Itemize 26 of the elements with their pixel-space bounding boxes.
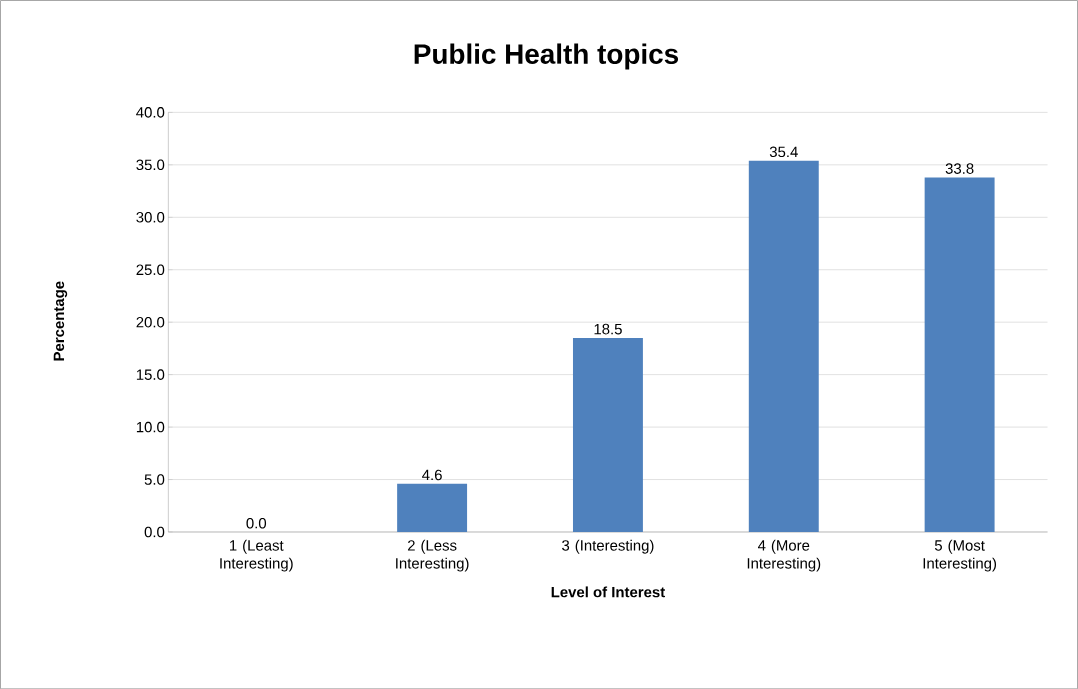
x-tick-label: 4 (More Interesting) bbox=[747, 539, 821, 572]
y-tick-label: 35.0 bbox=[136, 159, 165, 170]
chart-title: Public Health topics bbox=[414, 43, 679, 70]
y-tick-label: 10.0 bbox=[136, 421, 165, 433]
y-tick-label: 20.0 bbox=[136, 316, 165, 328]
x-tick-label: 5 (Most Interesting) bbox=[923, 539, 997, 572]
data-label: 0.0 bbox=[246, 517, 267, 529]
bar bbox=[748, 160, 819, 532]
x-tick-label: 2 (Less Interesting) bbox=[396, 539, 469, 572]
x-axis-title: Level of Interest bbox=[551, 586, 665, 598]
y-tick-label: 30.0 bbox=[136, 211, 165, 223]
bar bbox=[397, 483, 468, 532]
x-tick-label: 1 (Least Interesting) bbox=[220, 539, 293, 572]
y-tick-label: 40.0 bbox=[136, 106, 165, 118]
data-label: 35.4 bbox=[769, 146, 798, 157]
y-tick-label: 15.0 bbox=[136, 369, 165, 380]
y-tick-label: 25.0 bbox=[136, 264, 165, 275]
data-label: 4.6 bbox=[422, 469, 442, 481]
bar bbox=[924, 177, 995, 532]
y-tick-label: 0.0 bbox=[144, 526, 165, 538]
data-label: 18.5 bbox=[594, 323, 622, 335]
bar bbox=[572, 337, 643, 532]
y-tick-label: 5.0 bbox=[144, 474, 165, 485]
data-label: 33.8 bbox=[945, 163, 974, 174]
x-tick-label: 3 (Interesting) bbox=[562, 539, 654, 554]
y-axis-title: Percentage bbox=[53, 281, 68, 361]
